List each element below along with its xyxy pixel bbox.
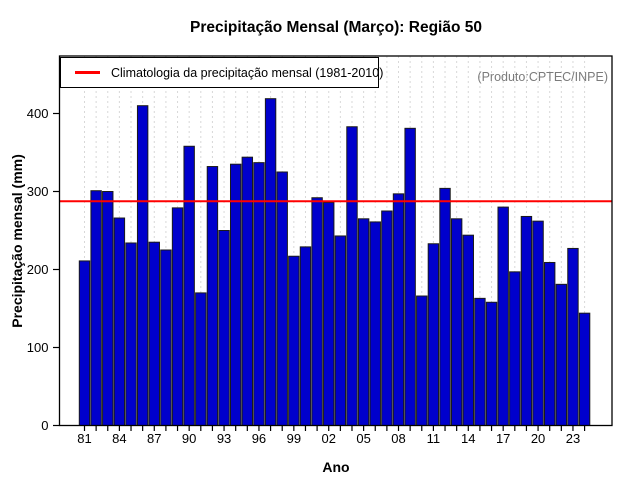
svg-text:23: 23 (566, 431, 580, 446)
watermark-produto-cptec-inpe: (Produto:CPTEC/INPE) (477, 70, 608, 84)
legend-red-line-sample (75, 71, 100, 74)
svg-text:90: 90 (182, 431, 196, 446)
legend-box: Climatologia da precipitação mensal (198… (60, 57, 383, 88)
svg-text:84: 84 (112, 431, 126, 446)
svg-text:14: 14 (461, 431, 475, 446)
svg-text:300: 300 (27, 184, 49, 199)
y-axis-title: Precipitação mensal (mm) (9, 154, 25, 328)
svg-text:05: 05 (356, 431, 370, 446)
svg-text:0: 0 (41, 418, 48, 433)
svg-text:87: 87 (147, 431, 161, 446)
svg-text:400: 400 (27, 106, 49, 121)
svg-text:11: 11 (427, 431, 441, 446)
svg-text:17: 17 (496, 431, 510, 446)
chart-title: Precipitação Mensal (Março): Região 50 (189, 19, 482, 36)
legend-label: Climatologia da precipitação mensal (198… (111, 65, 384, 80)
svg-text:08: 08 (391, 431, 405, 446)
svg-text:02: 02 (321, 431, 335, 446)
svg-text:20: 20 (531, 431, 545, 446)
svg-text:100: 100 (27, 340, 49, 355)
svg-text:81: 81 (77, 431, 91, 446)
x-axis-title: Ano (322, 459, 350, 475)
svg-text:99: 99 (287, 431, 301, 446)
svg-text:96: 96 (252, 431, 266, 446)
svg-text:200: 200 (27, 262, 49, 277)
svg-text:93: 93 (217, 431, 231, 446)
